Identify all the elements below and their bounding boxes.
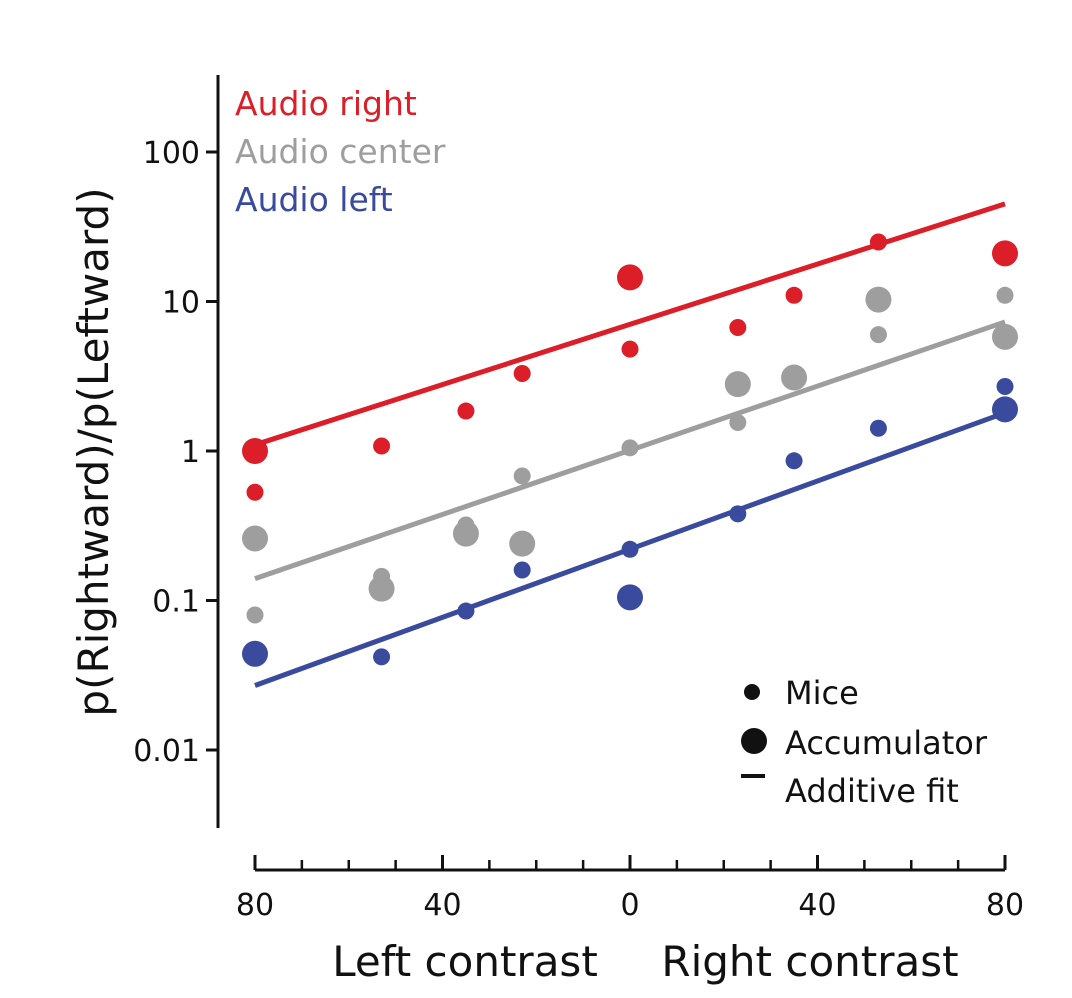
mice-point: [513, 561, 531, 579]
y-tick-label: 100: [143, 136, 200, 171]
x-tick-label: 80: [986, 888, 1024, 923]
accumulator-point: [865, 286, 892, 313]
y-tick-label: 0.01: [133, 734, 200, 769]
mice-point: [729, 319, 747, 337]
legend-mice-label: Mice: [785, 674, 859, 712]
mice-point: [729, 414, 747, 432]
mice-point: [373, 567, 391, 585]
accumulator-point: [992, 323, 1018, 350]
x-tick-label: 40: [798, 888, 836, 923]
mice-point: [996, 286, 1014, 304]
accumulator-point: [724, 371, 751, 398]
accumulator-point: [992, 396, 1018, 423]
mice-point: [996, 244, 1014, 262]
accumulator-point: [242, 438, 268, 464]
y-tick-label: 10: [162, 286, 200, 321]
accumulator-point: [509, 530, 536, 557]
x-axis-title-right: Right contrast: [661, 937, 958, 986]
mice-point: [246, 606, 264, 624]
mice-point: [621, 340, 639, 358]
x-ticks: 80 40 0 40 80: [236, 855, 1024, 923]
legend-mice-marker: [744, 684, 760, 700]
x-tick-label: 40: [423, 888, 461, 923]
mice-point: [869, 419, 887, 437]
x-tick-label: 80: [236, 888, 274, 923]
legend-audio-right: Audio right: [235, 84, 417, 123]
mice-point: [513, 467, 531, 485]
accumulator-point: [242, 525, 268, 552]
accumulator-point: [368, 575, 395, 602]
y-tick-label: 0.1: [152, 585, 200, 620]
legend-audio-center: Audio center: [235, 132, 446, 171]
y-ticks: 0.01 0.1 1 10 100: [133, 136, 218, 769]
accumulator-point: [242, 640, 268, 667]
x-axis-title-left: Left contrast: [332, 937, 598, 986]
mice-point: [457, 402, 475, 420]
mice-point: [373, 437, 391, 455]
mice-point: [996, 378, 1014, 396]
legend-accumulator-marker: [741, 728, 767, 754]
y-tick-label: 1: [181, 435, 200, 470]
accumulator-point: [617, 584, 643, 611]
accumulator-point: [781, 364, 808, 391]
mice-point: [869, 326, 887, 344]
mice-point: [373, 648, 391, 666]
y-axis-title: p(Rightward)/p(Leftward): [69, 187, 118, 716]
mice-point: [621, 439, 639, 457]
data-points: [242, 233, 1018, 667]
mice-point: [785, 452, 803, 470]
x-tick-label: 0: [620, 888, 639, 923]
legend-audio-left: Audio left: [235, 180, 393, 219]
mice-point: [513, 364, 531, 382]
mice-point: [457, 602, 475, 620]
mice-point: [729, 505, 747, 523]
mice-point: [621, 540, 639, 558]
legend-accumulator-label: Accumulator: [785, 724, 988, 762]
accumulator-point: [617, 264, 643, 291]
fit-line: [254, 201, 1006, 448]
mice-point: [869, 233, 887, 251]
mice-point: [246, 483, 264, 501]
mice-point: [457, 516, 475, 534]
mice-point: [785, 286, 803, 304]
legend-fit-label: Additive fit: [785, 772, 959, 810]
